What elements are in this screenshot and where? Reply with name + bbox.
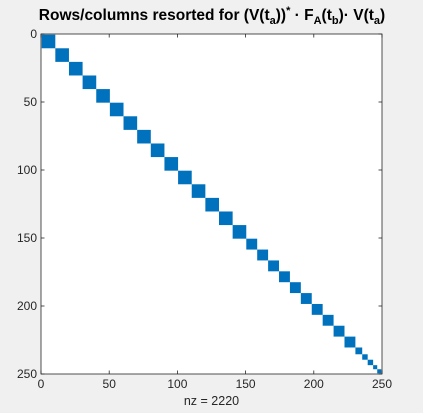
nonzero-block-12 xyxy=(191,184,206,198)
title-mid2: (t xyxy=(322,7,332,24)
title-prefix: Rows/columns resorted for (V(t xyxy=(39,7,270,24)
nonzero-block-14 xyxy=(219,211,233,226)
nonzero-block-9 xyxy=(150,143,165,158)
y-tick-label-250: 250 xyxy=(17,367,37,381)
title-sub-b: b xyxy=(332,15,339,27)
title-sup-star: * xyxy=(286,5,291,17)
nonzero-block-3 xyxy=(68,61,83,76)
nonzero-block-20 xyxy=(289,282,301,294)
x-tick-label-150: 150 xyxy=(236,377,256,391)
y-tick-label-50: 50 xyxy=(24,95,38,109)
x-tick-label-250: 250 xyxy=(372,377,392,391)
nonzero-block-11 xyxy=(178,170,192,185)
x-tick-label-200: 200 xyxy=(304,377,324,391)
x-axis-label: nz = 2220 xyxy=(184,394,239,408)
nonzero-block-30 xyxy=(377,369,382,374)
title-mid3: )· V(t xyxy=(339,7,374,24)
title-mid1: · F xyxy=(290,7,313,24)
nonzero-block-13 xyxy=(205,197,219,212)
nonzero-block-17 xyxy=(257,249,269,261)
x-tick-label-0: 0 xyxy=(38,377,45,391)
nonzero-block-15 xyxy=(232,225,247,239)
nonzero-block-22 xyxy=(311,303,323,315)
nonzero-block-29 xyxy=(373,365,378,370)
title-sub-A: A xyxy=(314,15,322,27)
nonzero-block-23 xyxy=(322,314,334,326)
nonzero-block-2 xyxy=(55,48,69,62)
axes-box xyxy=(40,33,383,375)
x-tick-label-50: 50 xyxy=(103,377,117,391)
nonzero-block-7 xyxy=(123,116,138,130)
y-tick-label-200: 200 xyxy=(17,299,37,313)
title-sub-a2: a xyxy=(374,15,381,27)
nonzero-block-18 xyxy=(268,260,280,272)
nonzero-block-4 xyxy=(82,75,97,90)
nonzero-blocks xyxy=(41,34,382,374)
title-close1: )) xyxy=(276,7,286,24)
nonzero-block-19 xyxy=(279,271,290,283)
title-suffix: ) xyxy=(380,7,385,24)
chart-title: Rows/columns resorted for (V(ta))* · FA(… xyxy=(39,5,385,27)
nonzero-block-24 xyxy=(333,325,345,337)
nonzero-block-21 xyxy=(300,293,312,304)
y-tick-label-150: 150 xyxy=(17,231,37,245)
nonzero-block-28 xyxy=(367,359,374,366)
y-tick-label-0: 0 xyxy=(30,27,37,41)
nonzero-block-16 xyxy=(246,238,258,250)
nonzero-block-6 xyxy=(109,102,124,117)
nonzero-block-25 xyxy=(344,336,356,348)
x-tick-label-100: 100 xyxy=(167,377,187,391)
nonzero-block-1 xyxy=(41,34,56,49)
y-tick-label-100: 100 xyxy=(17,163,37,177)
title-sub-a1: a xyxy=(270,15,277,27)
nonzero-block-5 xyxy=(96,89,110,103)
nonzero-block-8 xyxy=(137,129,151,144)
nonzero-block-10 xyxy=(164,157,179,171)
nonzero-block-26 xyxy=(355,347,363,355)
nonzero-block-27 xyxy=(362,354,368,360)
